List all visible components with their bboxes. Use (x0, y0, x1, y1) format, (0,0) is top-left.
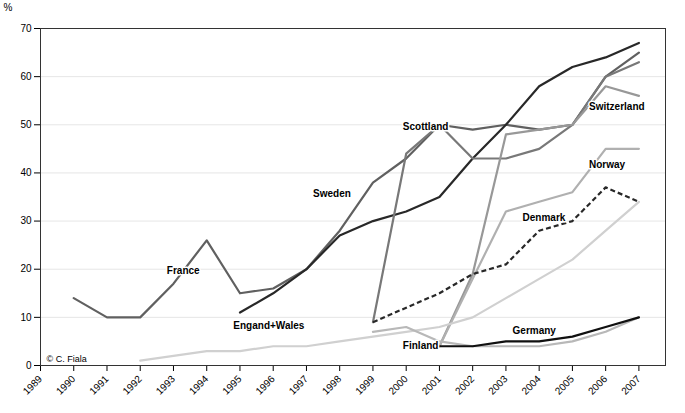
svg-text:1993: 1993 (154, 373, 178, 397)
svg-text:2003: 2003 (486, 373, 510, 397)
svg-text:20: 20 (20, 263, 32, 274)
svg-text:1999: 1999 (353, 373, 377, 397)
svg-text:1996: 1996 (253, 373, 277, 397)
svg-text:© C. Fiala: © C. Fiala (47, 354, 87, 364)
svg-text:1998: 1998 (320, 373, 344, 397)
svg-text:40: 40 (20, 167, 32, 178)
svg-text:France: France (167, 265, 200, 276)
svg-text:%: % (4, 2, 13, 13)
svg-text:2007: 2007 (619, 373, 643, 397)
svg-text:10: 10 (20, 312, 32, 323)
svg-text:2000: 2000 (386, 373, 410, 397)
svg-text:Norway: Norway (589, 159, 626, 170)
svg-text:Scottland: Scottland (403, 121, 449, 132)
svg-text:2004: 2004 (519, 373, 543, 397)
svg-text:1990: 1990 (54, 373, 78, 397)
svg-text:50: 50 (20, 119, 32, 130)
svg-text:1994: 1994 (187, 373, 211, 397)
svg-text:Finland: Finland (403, 340, 439, 351)
svg-text:2001: 2001 (420, 373, 444, 397)
svg-text:60: 60 (20, 71, 32, 82)
svg-text:1991: 1991 (87, 373, 111, 397)
svg-text:1989: 1989 (21, 373, 45, 397)
svg-text:2005: 2005 (553, 373, 577, 397)
svg-text:30: 30 (20, 215, 32, 226)
svg-text:Germany: Germany (513, 325, 557, 336)
svg-text:Denmark: Denmark (523, 212, 566, 223)
svg-text:70: 70 (20, 23, 32, 34)
svg-text:Engand+Wales: Engand+Wales (233, 320, 304, 331)
svg-text:1997: 1997 (287, 373, 311, 397)
svg-text:2006: 2006 (586, 373, 610, 397)
svg-text:1995: 1995 (220, 373, 244, 397)
svg-text:Sweden: Sweden (313, 188, 351, 199)
svg-text:Switzerland: Switzerland (589, 101, 645, 112)
svg-text:1992: 1992 (120, 373, 144, 397)
svg-text:2002: 2002 (453, 373, 477, 397)
svg-text:0: 0 (26, 360, 32, 371)
